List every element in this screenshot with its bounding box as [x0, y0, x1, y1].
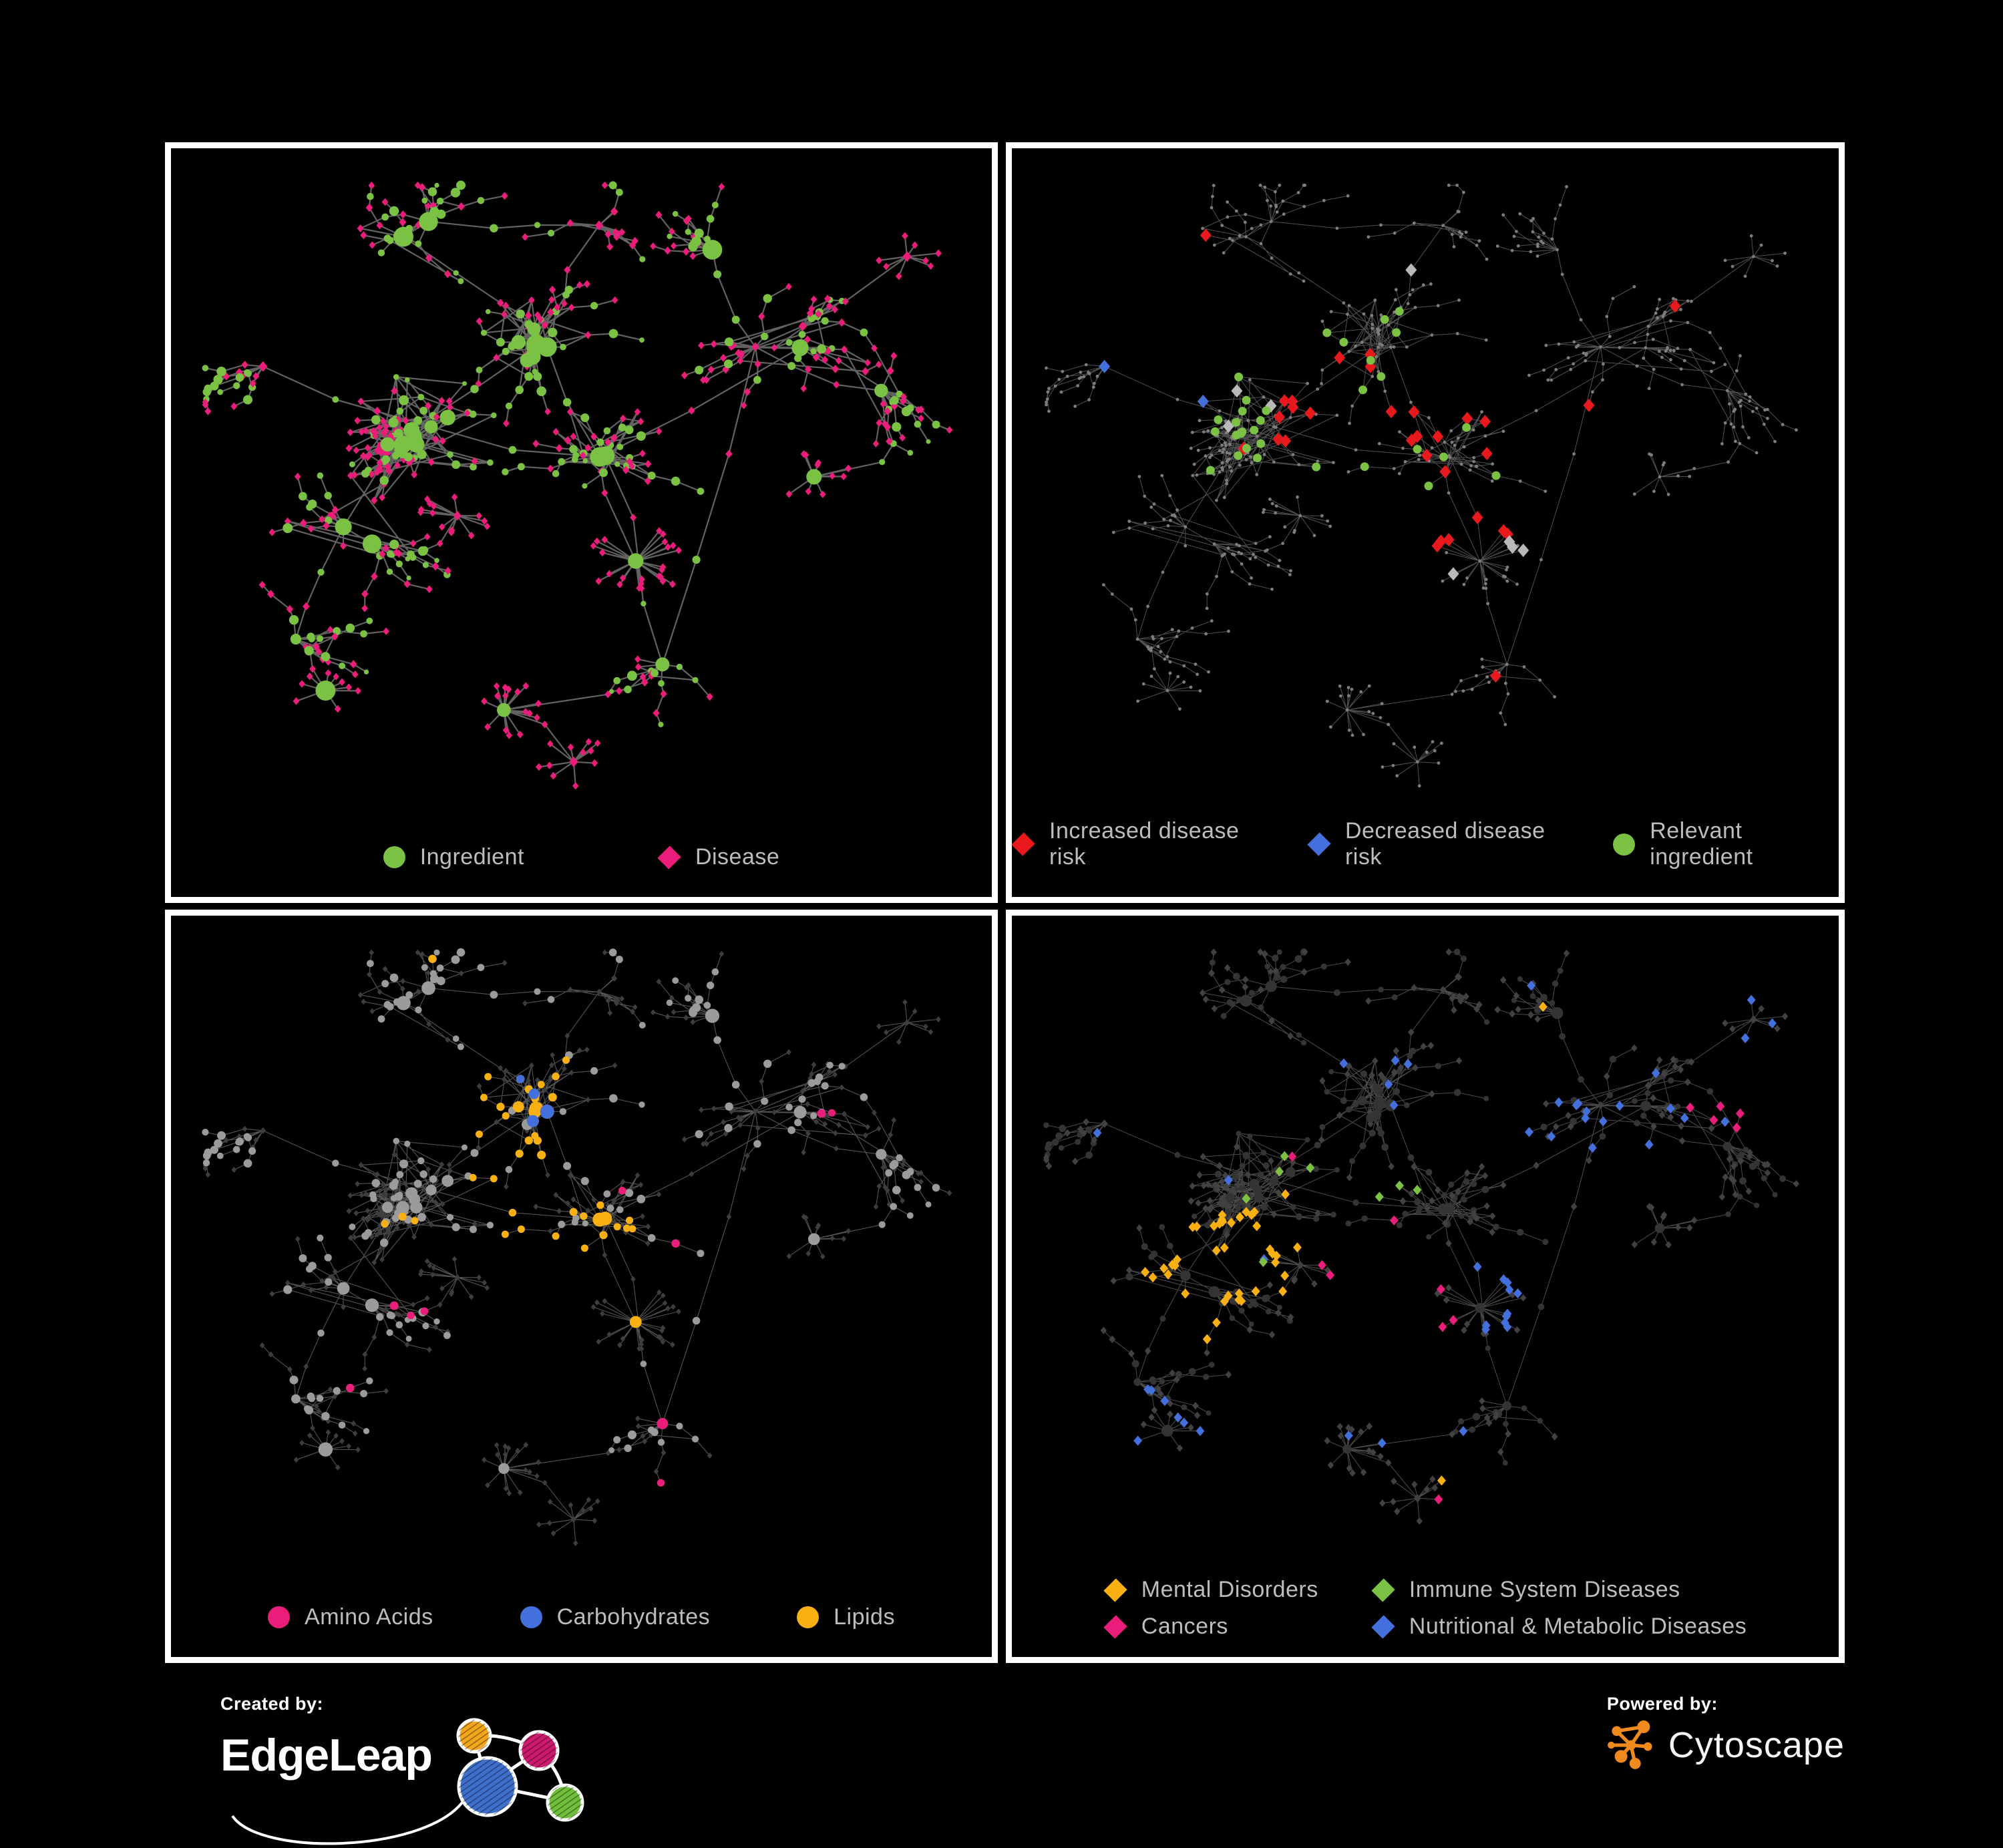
powered-by-label: Powered by:	[1606, 1694, 1718, 1714]
created-by-block: Created by: EdgeLeap	[220, 1694, 675, 1848]
legend-disease-risk: Increased disease risk Decreased disease …	[1011, 818, 1839, 870]
legend-label: Increased disease risk	[1049, 818, 1240, 870]
legend-label: Carbohydrates	[556, 1604, 711, 1630]
legend-item-decreased-disease-risk: Decreased disease risk	[1307, 818, 1573, 870]
diamond-marker	[1011, 832, 1035, 856]
edgeleap-node-orange	[456, 1718, 492, 1754]
legend-label: Decreased disease risk	[1344, 818, 1545, 870]
legend-label: Relevant ingredient	[1650, 818, 1753, 870]
legend-label: Cancers	[1141, 1614, 1228, 1639]
panel-ingredient-disease: Ingredient Disease	[165, 142, 998, 903]
circle-marker	[797, 1606, 820, 1628]
created-by-label: Created by:	[220, 1694, 324, 1714]
circle-marker	[1613, 833, 1636, 856]
diamond-marker	[1371, 1614, 1395, 1639]
edgeleap-lockup: EdgeLeap	[220, 1714, 675, 1848]
powered-by-block: Powered by: Cytoscape	[1607, 1694, 1845, 1771]
legend-item-ingredient: Ingredient	[383, 844, 524, 870]
disease-categories-network-graph	[1043, 948, 1800, 1525]
diamond-marker	[1103, 1578, 1127, 1602]
legend-label: Lipids	[834, 1604, 895, 1630]
legend-item-increased-disease-risk: Increased disease risk	[1011, 818, 1268, 870]
edgeleap-wordmark: EdgeLeap	[220, 1730, 433, 1781]
legend-label: Disease	[695, 844, 780, 870]
legend-item-immune-system-diseases: Immune System Diseases	[1371, 1577, 1680, 1603]
legend-item-amino-acids: Amino Acids	[268, 1604, 433, 1630]
edgeleap-node-magenta	[518, 1730, 560, 1771]
circle-marker	[520, 1606, 542, 1628]
edgeleap-node-blue	[457, 1756, 518, 1817]
panel-disease-risk: Increased disease risk Decreased disease …	[1006, 142, 1845, 903]
cytoscape-wordmark: Cytoscape	[1668, 1725, 1845, 1765]
legend-label: Mental Disorders	[1141, 1577, 1318, 1602]
diamond-marker	[657, 845, 681, 870]
legend-label: Nutritional & Metabolic Diseases	[1409, 1614, 1747, 1639]
edgeleap-node-green	[546, 1783, 584, 1822]
legend-item-nutritional-metabolic-diseases: Nutritional & Metabolic Diseases	[1371, 1614, 1747, 1640]
legend-disease-categories: Mental Disorders Immune System Diseases Ca…	[1103, 1577, 1747, 1640]
legend-label: Immune System Diseases	[1409, 1577, 1680, 1602]
diamond-marker	[1103, 1614, 1127, 1639]
ingredient-disease-network-graph	[202, 180, 953, 790]
legend-nutrient-classes: Amino Acids Carbohydrates Lipids	[171, 1604, 992, 1630]
legend-item-mental-disorders: Mental Disorders	[1103, 1577, 1318, 1603]
legend-item-lipids: Lipids	[797, 1604, 895, 1630]
legend-item-disease: Disease	[657, 844, 780, 870]
nutrient-classes-network-graph	[202, 948, 952, 1546]
diamond-marker	[1307, 832, 1331, 856]
legend-item-carbohydrates: Carbohydrates	[520, 1604, 711, 1630]
disease-risk-network-graph	[1045, 184, 1798, 788]
cytoscape-logo-icon	[1607, 1720, 1652, 1769]
legend-item-cancers: Cancers	[1103, 1614, 1228, 1640]
panel-nutrient-classes: Amino Acids Carbohydrates Lipids	[165, 910, 998, 1663]
diamond-marker	[1371, 1578, 1395, 1602]
legend-item-relevant-ingredient: Relevant ingredient	[1613, 818, 1839, 870]
legend-ingredient-disease: Ingredient Disease	[171, 844, 992, 870]
legend-label: Ingredient	[419, 844, 524, 870]
panel-disease-categories: Mental Disorders Immune System Diseases Ca…	[1006, 910, 1845, 1663]
circle-marker	[268, 1606, 291, 1628]
legend-label: Amino Acids	[305, 1604, 433, 1630]
cytoscape-lockup: Cytoscape	[1607, 1720, 1845, 1771]
circle-marker	[383, 846, 405, 868]
